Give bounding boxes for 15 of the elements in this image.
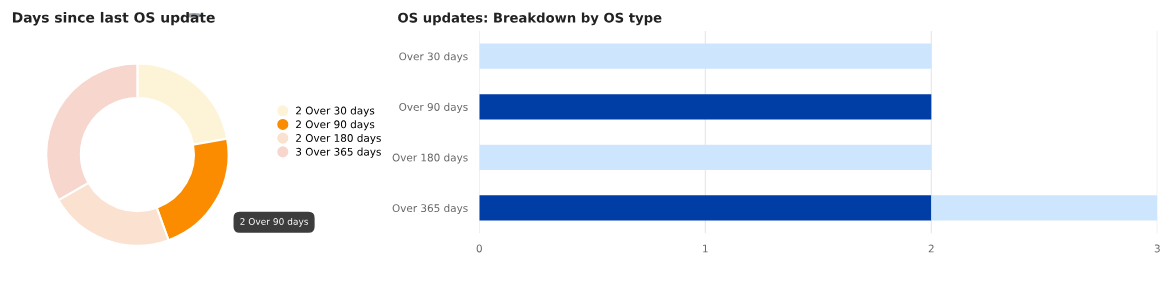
legend-label: 2 Over 30 days [296,106,375,117]
y-tick-label: Over 30 days [399,52,468,63]
legend-label: 2 Over 180 days [296,133,381,144]
chart-title: Days since last OS update [12,11,215,26]
legend-label: 2 Over 90 days [296,120,375,131]
chart-title: OS updates: Breakdown by OS type [398,12,662,26]
y-tick-label: Over 365 days [392,203,468,215]
x-tick-label: 3 [1154,244,1160,253]
x-tick-label: 1 [703,244,708,253]
x-tick-label: 0 [476,244,482,253]
legend-label: 3 Over 365 days [296,147,381,158]
y-tick-label: Over 90 days [399,102,468,113]
x-tick-label: 2 [928,244,934,253]
y-tick-label: Over 180 days [392,153,468,164]
text: 2 Over 90 days [240,217,309,227]
